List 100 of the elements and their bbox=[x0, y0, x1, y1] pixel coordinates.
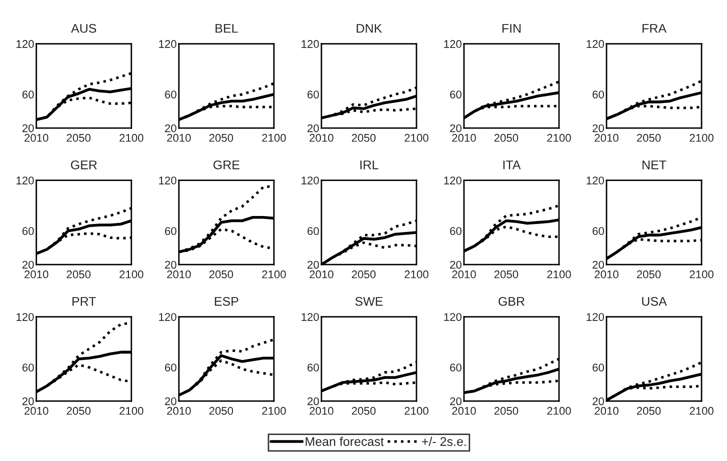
y-tick-label: 20 bbox=[165, 124, 176, 132]
x-tick-label: 2050 bbox=[494, 406, 518, 415]
y-tick-label: 120 bbox=[444, 40, 462, 48]
y-tick-label: 60 bbox=[592, 364, 604, 372]
x-tick-label: 2010 bbox=[24, 406, 48, 415]
y-tick-label: 60 bbox=[450, 227, 462, 235]
x-tick-label: 2100 bbox=[262, 134, 286, 142]
y-tick-label: 120 bbox=[444, 313, 462, 321]
y-tick-label: 120 bbox=[159, 313, 176, 321]
x-tick-label: 2010 bbox=[24, 134, 48, 142]
x-tick-label: 2050 bbox=[66, 134, 91, 142]
y-tick-label: 120 bbox=[586, 313, 604, 321]
x-tick-label: 2100 bbox=[690, 270, 714, 278]
y-tick-label: 20 bbox=[22, 397, 34, 406]
y-tick-label: 120 bbox=[444, 176, 462, 184]
x-tick-label: 2010 bbox=[310, 406, 334, 415]
y-tick-label: 20 bbox=[592, 124, 604, 132]
y-tick-label: 120 bbox=[159, 176, 176, 184]
chart-title: DNK bbox=[356, 24, 382, 33]
y-tick-label: 60 bbox=[450, 90, 462, 98]
chart-title: GRE bbox=[213, 160, 240, 170]
x-tick-label: 2010 bbox=[167, 134, 191, 142]
x-tick-label: 2050 bbox=[66, 406, 91, 415]
chart-title: BEL bbox=[216, 24, 238, 33]
y-tick-label: 20 bbox=[450, 397, 462, 406]
x-tick-label: 2050 bbox=[494, 134, 518, 142]
x-tick-label: 2050 bbox=[209, 406, 234, 415]
y-tick-label: 60 bbox=[308, 364, 319, 372]
x-tick-label: 2050 bbox=[636, 134, 661, 142]
y-tick-label: 20 bbox=[450, 260, 462, 269]
x-tick-label: 2010 bbox=[24, 270, 48, 278]
x-tick-label: 2100 bbox=[690, 406, 714, 415]
y-tick-label: 60 bbox=[308, 227, 319, 235]
x-tick-label: 2100 bbox=[547, 406, 571, 415]
x-tick-label: 2050 bbox=[209, 270, 234, 278]
x-tick-label: 2050 bbox=[494, 270, 518, 278]
y-tick-label: 20 bbox=[592, 397, 604, 406]
x-tick-label: 2010 bbox=[167, 270, 191, 278]
x-tick-label: 2050 bbox=[636, 270, 661, 278]
y-tick-label: 20 bbox=[165, 397, 176, 406]
chart-title: NET bbox=[642, 160, 666, 170]
x-tick-label: 2010 bbox=[310, 134, 334, 142]
y-tick-label: 20 bbox=[450, 124, 462, 132]
y-tick-label: 20 bbox=[22, 260, 34, 269]
chart-title: FIN bbox=[502, 24, 521, 33]
chart-title: AUS bbox=[71, 24, 96, 33]
y-tick-label: 120 bbox=[16, 176, 34, 184]
y-tick-label: 60 bbox=[22, 364, 34, 372]
y-tick-label: 60 bbox=[592, 90, 604, 98]
x-tick-label: 2010 bbox=[452, 270, 476, 278]
x-tick-label: 2100 bbox=[262, 270, 286, 278]
x-tick-label: 2010 bbox=[167, 406, 191, 415]
x-tick-label: 2100 bbox=[120, 134, 144, 142]
chart-title: ESP bbox=[214, 296, 238, 306]
x-tick-label: 2100 bbox=[404, 134, 428, 142]
y-tick-label: 20 bbox=[165, 260, 176, 269]
y-tick-label: 20 bbox=[22, 124, 34, 132]
x-tick-label: 2050 bbox=[352, 134, 376, 142]
x-tick-label: 2010 bbox=[310, 270, 334, 278]
y-tick-label: 20 bbox=[308, 397, 319, 406]
x-tick-label: 2050 bbox=[209, 134, 234, 142]
chart-title: ITA bbox=[503, 160, 521, 170]
x-tick-label: 2100 bbox=[547, 134, 571, 142]
legend-label: +/- 2s.e. bbox=[422, 436, 466, 446]
y-tick-label: 120 bbox=[302, 40, 319, 48]
x-tick-label: 2050 bbox=[66, 270, 91, 278]
x-tick-label: 2100 bbox=[404, 270, 428, 278]
chart-title: GER bbox=[70, 160, 97, 170]
y-tick-label: 120 bbox=[586, 176, 604, 184]
y-tick-label: 60 bbox=[165, 364, 176, 372]
x-tick-label: 2010 bbox=[452, 134, 476, 142]
y-tick-label: 120 bbox=[16, 40, 34, 48]
y-tick-label: 60 bbox=[22, 90, 34, 98]
x-tick-label: 2100 bbox=[690, 134, 714, 142]
x-tick-label: 2050 bbox=[352, 406, 376, 415]
y-tick-label: 120 bbox=[16, 313, 34, 321]
x-tick-label: 2050 bbox=[352, 270, 376, 278]
chart-title: SWE bbox=[355, 296, 383, 306]
chart-title: IRL bbox=[360, 160, 378, 170]
x-tick-label: 2050 bbox=[636, 406, 661, 415]
x-tick-label: 2100 bbox=[120, 406, 144, 415]
y-tick-label: 120 bbox=[586, 40, 604, 48]
y-tick-label: 120 bbox=[302, 176, 319, 184]
chart-title: GBR bbox=[498, 296, 524, 306]
x-tick-label: 2100 bbox=[404, 406, 428, 415]
chart-title: FRA bbox=[642, 24, 667, 33]
y-tick-label: 20 bbox=[592, 260, 604, 269]
y-tick-label: 60 bbox=[165, 90, 176, 98]
x-tick-label: 2010 bbox=[452, 406, 476, 415]
x-tick-label: 2010 bbox=[594, 134, 618, 142]
y-tick-label: 60 bbox=[165, 227, 176, 235]
x-tick-label: 2100 bbox=[262, 406, 286, 415]
y-tick-label: 60 bbox=[308, 90, 319, 98]
legend-label: Mean forecast bbox=[306, 436, 384, 446]
x-tick-label: 2010 bbox=[594, 270, 618, 278]
y-tick-label: 60 bbox=[22, 227, 34, 235]
y-tick-label: 20 bbox=[308, 124, 319, 132]
y-tick-label: 60 bbox=[450, 364, 462, 372]
x-tick-label: 2010 bbox=[594, 406, 618, 415]
y-tick-label: 20 bbox=[308, 260, 319, 269]
